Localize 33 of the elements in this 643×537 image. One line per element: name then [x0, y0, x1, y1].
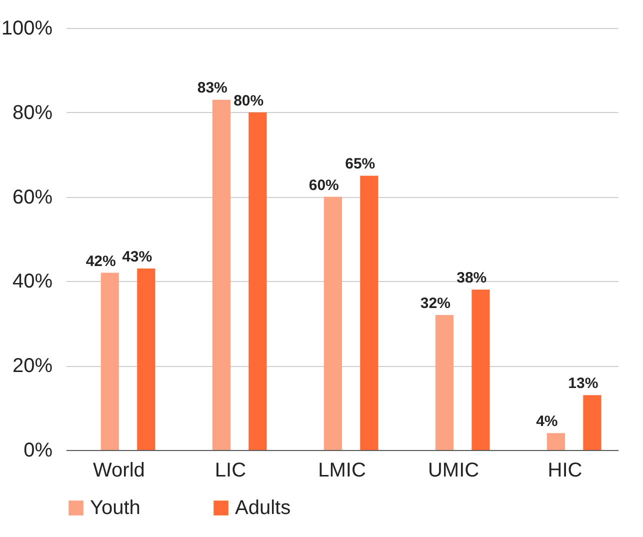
data-label: 43% — [122, 248, 152, 266]
y-tick-label: 20% — [12, 355, 53, 378]
legend-label: Youth — [90, 497, 140, 519]
data-label: 32% — [420, 294, 450, 312]
x-tick-label: UMIC — [428, 460, 480, 482]
x-tick-label: World — [93, 460, 145, 482]
data-label: 83% — [197, 80, 228, 97]
bar — [248, 112, 267, 450]
bar — [472, 290, 490, 450]
bar — [583, 395, 602, 450]
y-tick-label: 100% — [1, 18, 53, 40]
bar — [360, 176, 378, 450]
data-label: 80% — [234, 92, 264, 110]
y-tick-label: 80% — [12, 102, 53, 124]
y-tick-label: 0% — [24, 440, 53, 462]
legend-label: Adults — [235, 497, 291, 519]
data-label: 60% — [308, 176, 339, 194]
data-label: 4% — [536, 413, 558, 430]
data-label: 65% — [345, 156, 376, 173]
data-label: 38% — [456, 270, 487, 287]
bar — [324, 196, 342, 450]
bar — [435, 314, 454, 450]
bar — [137, 268, 156, 450]
data-label: 13% — [568, 375, 598, 392]
bar — [212, 100, 230, 450]
bar — [546, 433, 566, 450]
y-tick-label: 60% — [12, 186, 53, 208]
x-tick-label: LMIC — [318, 460, 366, 482]
x-tick-label: LIC — [214, 460, 246, 482]
data-label: 42% — [86, 252, 116, 270]
x-tick-label: HIC — [548, 460, 582, 482]
y-tick-label: 40% — [12, 270, 53, 293]
bar — [100, 272, 119, 450]
